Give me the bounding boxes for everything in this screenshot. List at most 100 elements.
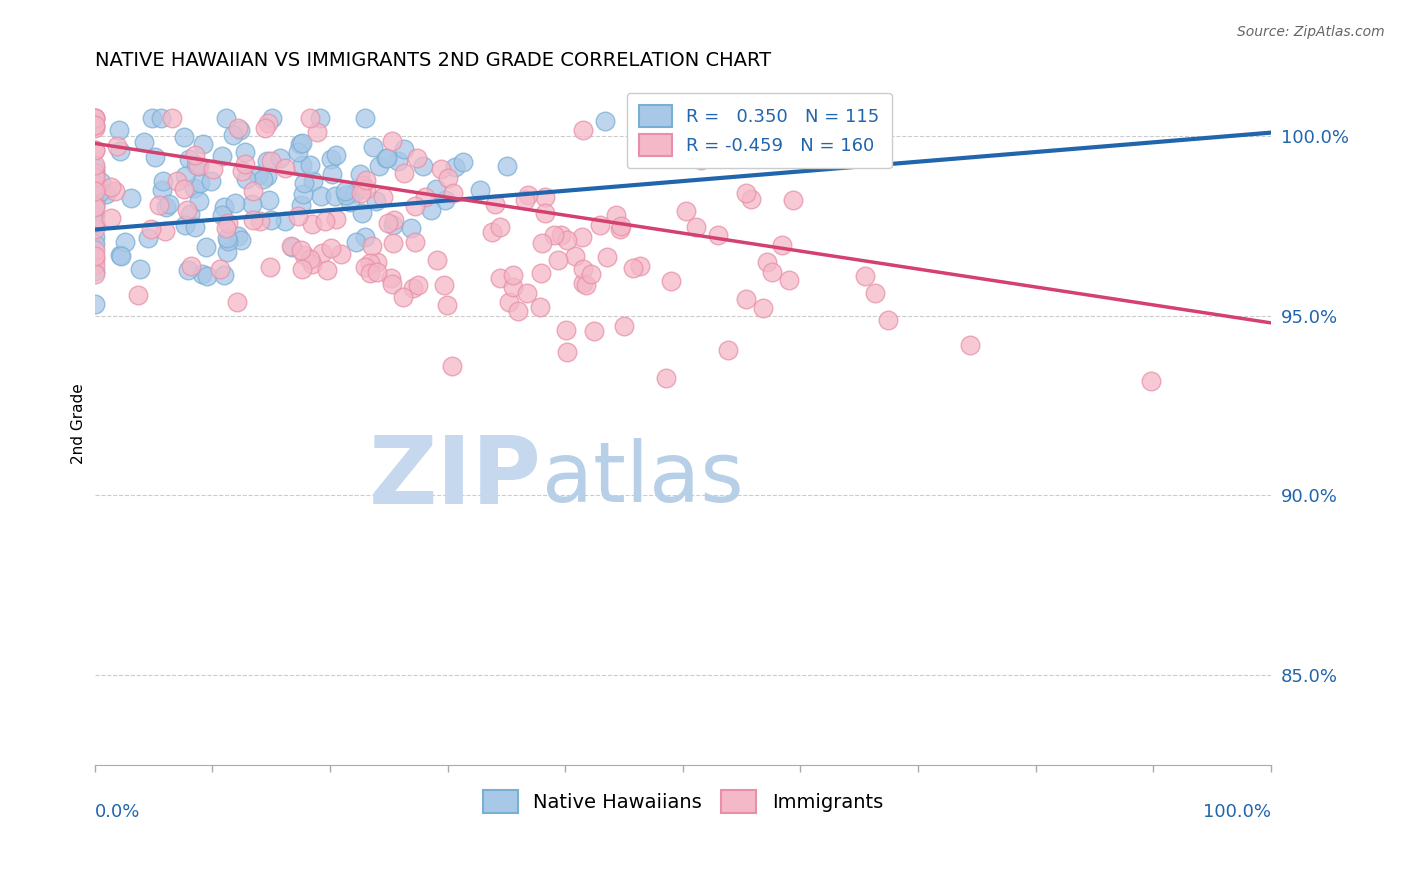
Point [226,229,249,244]
Point [83,200,105,214]
Point [83,143,105,157]
Point [110,249,132,263]
Point [364,194,387,209]
Point [191,268,214,282]
Point [609,221,631,235]
Point [543,227,565,242]
Point [212,200,235,214]
Point [488,219,510,234]
Point [291,136,314,150]
Legend: Native Hawaiians, Immigrants: Native Hawaiians, Immigrants [472,780,893,823]
Point [659,274,682,288]
Point [231,164,253,178]
Point [183,180,205,194]
Point [534,190,557,204]
Point [260,213,283,227]
Point [309,189,332,203]
Point [349,167,371,181]
Point [215,245,238,260]
Point [226,121,249,136]
Point [555,345,578,359]
Point [269,151,291,165]
Point [191,137,214,152]
Point [572,123,595,137]
Point [374,152,396,166]
Point [287,210,309,224]
Point [104,184,127,198]
Point [173,130,195,145]
Point [83,252,105,267]
Point [572,276,595,290]
Point [412,159,434,173]
Point [108,248,131,262]
Point [177,153,200,167]
Point [83,258,105,272]
Point [141,112,163,126]
Point [217,231,239,245]
Point [373,189,395,203]
Point [120,191,142,205]
Point [180,259,202,273]
Text: atlas: atlas [541,437,744,518]
Point [108,122,131,136]
Point [516,286,538,301]
Point [484,196,506,211]
Point [413,190,436,204]
Point [222,128,245,143]
Point [359,255,381,269]
Point [529,300,551,314]
Point [433,278,456,293]
Point [779,273,801,287]
Point [675,204,697,219]
Point [489,270,512,285]
Point [96,187,118,202]
Point [564,249,586,263]
Point [83,208,105,222]
Point [212,268,235,282]
Point [451,154,474,169]
Point [127,288,149,302]
Point [143,150,166,164]
Point [187,159,209,173]
Point [495,159,517,173]
Point [226,295,249,310]
Point [280,239,302,253]
Point [344,235,367,249]
Point [83,196,105,211]
Point [380,270,402,285]
Point [231,233,253,247]
Point [502,268,524,282]
Point [301,257,323,271]
Point [83,119,105,133]
Point [323,189,346,203]
Point [290,198,312,212]
Point [83,169,105,184]
Point [557,233,579,247]
Point [152,174,174,188]
Point [959,338,981,352]
Text: 100.0%: 100.0% [1204,804,1271,822]
Point [83,199,105,213]
Point [468,183,491,197]
Point [173,182,195,196]
Point [377,216,399,230]
Point [166,174,188,188]
Point [740,192,762,206]
Point [436,298,458,312]
Point [155,200,177,214]
Point [335,187,357,202]
Point [211,209,233,223]
Point [83,165,105,179]
Point [301,217,323,231]
Point [141,222,163,236]
Point [502,280,524,294]
Point [382,212,405,227]
Point [83,112,105,126]
Point [596,250,619,264]
Point [252,171,274,186]
Point [256,169,278,183]
Point [299,158,322,172]
Point [157,196,180,211]
Point [240,197,263,211]
Point [281,240,304,254]
